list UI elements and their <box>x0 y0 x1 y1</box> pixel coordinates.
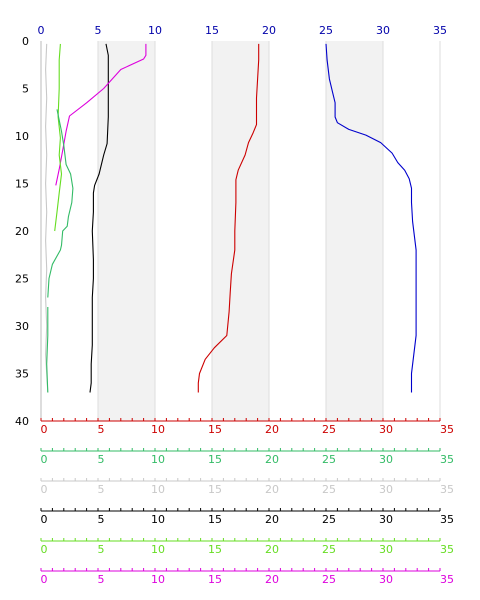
magenta-axis-tick-label-0: 0 <box>41 573 48 586</box>
top-axis-tick-label-5: 25 <box>319 24 333 37</box>
lime-axis-tick-label-2: 10 <box>151 543 165 556</box>
red-axis-tick-label-5: 25 <box>322 423 336 436</box>
lightgray-axis-tick-label-2: 10 <box>151 483 165 496</box>
top-axis-tick-label-3: 15 <box>205 24 219 37</box>
shaded-band-1 <box>212 41 269 421</box>
seagreen-axis-tick-label-0: 0 <box>41 453 48 466</box>
lime-axis-tick-label-0: 0 <box>41 543 48 556</box>
y-tick-label-2: 10 <box>15 130 29 143</box>
series-line-2 <box>89 43 109 393</box>
y-tick-label-8: 40 <box>15 415 29 428</box>
y-tick-label-7: 35 <box>15 368 29 381</box>
top-axis-tick-label-7: 35 <box>433 24 447 37</box>
lightgray-axis-tick-label-3: 15 <box>208 483 222 496</box>
series-line-3 <box>55 43 147 186</box>
magenta-axis-tick-label-7: 35 <box>440 573 454 586</box>
y-tick-label-1: 5 <box>22 83 29 96</box>
black-axis-tick-label-3: 15 <box>208 513 222 526</box>
lightgray-axis-tick-label-5: 25 <box>322 483 336 496</box>
shaded-band-0 <box>98 41 155 421</box>
top-axis-tick-label-4: 20 <box>262 24 276 37</box>
y-tick-label-4: 20 <box>15 225 29 238</box>
black-axis-tick-label-4: 20 <box>265 513 279 526</box>
seagreen-axis-tick-label-7: 35 <box>440 453 454 466</box>
top-axis-tick-label-6: 30 <box>376 24 390 37</box>
lime-axis-tick-label-6: 30 <box>379 543 393 556</box>
top-axis-tick-label-1: 5 <box>95 24 102 37</box>
series-line-1 <box>197 43 260 393</box>
top-axis-tick-label-0: 0 <box>38 24 45 37</box>
lime-axis-tick-label-5: 25 <box>322 543 336 556</box>
series-line-7 <box>46 307 49 393</box>
lime-axis-tick-label-3: 15 <box>208 543 222 556</box>
red-axis-tick-label-6: 30 <box>379 423 393 436</box>
series-line-0 <box>325 43 417 393</box>
lightgray-axis-tick-label-1: 5 <box>98 483 105 496</box>
black-axis-tick-label-2: 10 <box>151 513 165 526</box>
shaded-band-2 <box>326 41 383 421</box>
lightgray-axis-tick-label-4: 20 <box>265 483 279 496</box>
black-axis-tick-label-0: 0 <box>41 513 48 526</box>
red-axis-tick-label-2: 10 <box>151 423 165 436</box>
series-line-6 <box>45 43 49 393</box>
seagreen-axis-tick-label-5: 25 <box>322 453 336 466</box>
red-axis-tick-label-1: 5 <box>98 423 105 436</box>
series-line-4 <box>54 43 63 232</box>
y-tick-label-0: 0 <box>22 35 29 48</box>
red-axis-tick-label-7: 35 <box>440 423 454 436</box>
black-axis-tick-label-7: 35 <box>440 513 454 526</box>
magenta-axis-tick-label-5: 25 <box>322 573 336 586</box>
black-axis-tick-label-5: 25 <box>322 513 336 526</box>
seagreen-axis-tick-label-4: 20 <box>265 453 279 466</box>
black-axis-tick-label-6: 30 <box>379 513 393 526</box>
y-tick-label-3: 15 <box>15 178 29 191</box>
seagreen-axis-tick-label-3: 15 <box>208 453 222 466</box>
magenta-axis-tick-label-1: 5 <box>98 573 105 586</box>
seagreen-axis-tick-label-6: 30 <box>379 453 393 466</box>
top-axis-tick-label-2: 10 <box>148 24 162 37</box>
magenta-axis-tick-label-6: 30 <box>379 573 393 586</box>
seagreen-axis-tick-label-1: 5 <box>98 453 105 466</box>
lime-axis-tick-label-4: 20 <box>265 543 279 556</box>
red-axis-tick-label-0: 0 <box>41 423 48 436</box>
magenta-axis-tick-label-3: 15 <box>208 573 222 586</box>
lime-axis-tick-label-1: 5 <box>98 543 105 556</box>
lightgray-axis-tick-label-7: 35 <box>440 483 454 496</box>
series-line-5 <box>47 109 74 298</box>
magenta-axis-tick-label-2: 10 <box>151 573 165 586</box>
lime-axis-tick-label-7: 35 <box>440 543 454 556</box>
red-axis-tick-label-3: 15 <box>208 423 222 436</box>
y-tick-label-6: 30 <box>15 320 29 333</box>
magenta-axis-tick-label-4: 20 <box>265 573 279 586</box>
lightgray-axis-tick-label-6: 30 <box>379 483 393 496</box>
lightgray-axis-tick-label-0: 0 <box>41 483 48 496</box>
y-tick-label-5: 25 <box>15 273 29 286</box>
red-axis-tick-label-4: 20 <box>265 423 279 436</box>
seagreen-axis-tick-label-2: 10 <box>151 453 165 466</box>
black-axis-tick-label-1: 5 <box>98 513 105 526</box>
